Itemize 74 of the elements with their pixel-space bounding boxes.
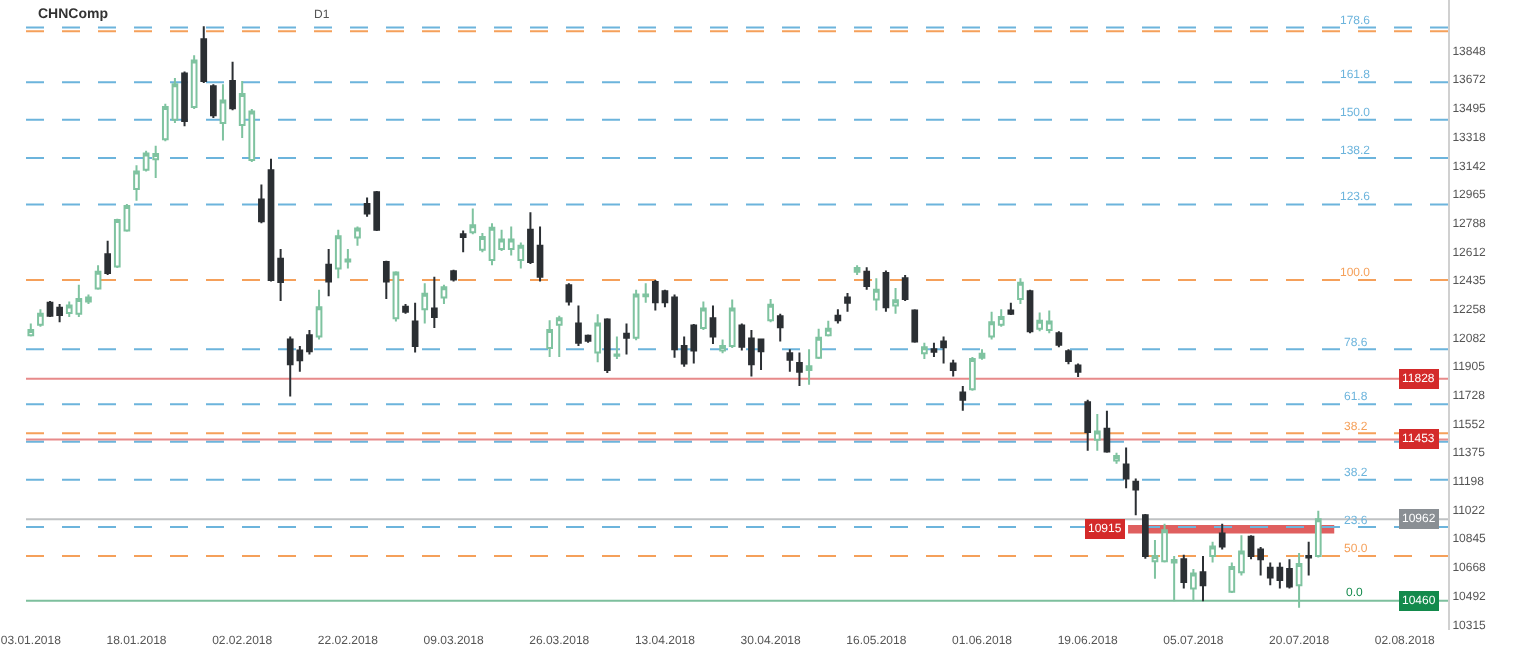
candlestick	[1190, 567, 1197, 603]
candlestick	[594, 313, 602, 364]
candlestick	[382, 259, 390, 300]
candlestick	[402, 303, 409, 315]
candlestick	[1007, 301, 1015, 316]
candlestick	[1093, 412, 1101, 452]
candlestick	[1180, 553, 1188, 590]
candlestick	[229, 60, 236, 112]
candlestick	[1218, 522, 1226, 551]
candlestick	[882, 269, 890, 313]
candlestick	[219, 83, 227, 142]
candlestick	[1017, 277, 1024, 306]
candlestick	[863, 266, 871, 291]
candlestick	[1065, 348, 1072, 366]
candlestick	[450, 268, 457, 283]
candlestick	[815, 327, 823, 360]
candlestick	[1199, 555, 1207, 603]
candlestick	[872, 277, 880, 312]
candlestick	[325, 248, 332, 298]
candlestick	[94, 264, 102, 291]
candlestick	[469, 207, 477, 236]
candlestick	[411, 301, 419, 354]
candlestick	[940, 335, 947, 365]
candlestick	[930, 341, 938, 359]
candlestick	[565, 282, 573, 307]
candlestick	[133, 164, 140, 202]
candlestick	[431, 275, 438, 329]
candlestick	[911, 308, 919, 344]
candlestick	[834, 308, 842, 325]
candlestick	[901, 273, 909, 302]
candlestick	[210, 83, 217, 119]
candlestick	[613, 335, 621, 360]
candlestick	[37, 308, 44, 328]
candlestick	[1055, 330, 1063, 349]
candlestick	[181, 70, 188, 128]
candlestick	[805, 348, 813, 386]
candlestick	[1295, 551, 1303, 609]
candlestick	[949, 358, 957, 378]
candlestick	[921, 341, 928, 360]
candlestick	[776, 312, 784, 343]
candlestick	[1074, 362, 1082, 379]
candlestick	[853, 264, 861, 276]
candlestick	[104, 239, 112, 276]
candlestick	[824, 319, 832, 338]
candlestick	[1209, 540, 1216, 564]
candlestick	[546, 319, 553, 359]
candlestick	[767, 297, 774, 324]
candlestick	[1305, 540, 1313, 577]
candlestick	[1314, 509, 1322, 559]
candlestick	[200, 25, 208, 84]
candlestick	[844, 292, 851, 313]
candlestick	[603, 317, 611, 375]
candlestick	[786, 348, 794, 373]
candlestick	[1084, 398, 1092, 452]
candlestick	[354, 225, 361, 247]
candlestick	[555, 314, 563, 359]
candlestick	[1132, 477, 1140, 517]
candlestick	[315, 288, 323, 341]
candlestick	[392, 270, 400, 323]
candlestick	[623, 322, 630, 356]
candlestick	[1142, 513, 1149, 560]
candlestick	[1122, 446, 1130, 490]
candlestick	[440, 283, 448, 306]
candlestick	[796, 351, 803, 388]
candlestick	[421, 282, 429, 325]
candlestick	[700, 300, 707, 331]
candlestick	[1103, 409, 1111, 454]
candlestick	[27, 322, 35, 338]
candlestick	[892, 286, 899, 315]
candlestick	[459, 229, 467, 254]
candlestick	[1113, 451, 1120, 465]
candlestick	[190, 54, 198, 110]
candlestick	[709, 304, 717, 346]
candlestick	[959, 385, 967, 412]
